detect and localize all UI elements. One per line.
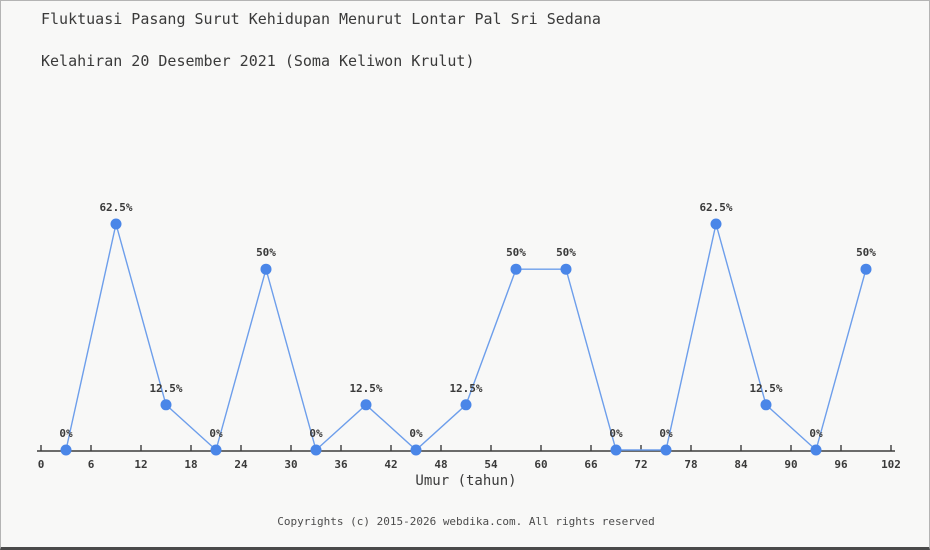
data-point <box>760 399 772 411</box>
data-point <box>160 399 172 411</box>
data-point <box>210 444 222 456</box>
x-axis-tick-label: 84 <box>734 458 748 471</box>
data-point <box>410 444 422 456</box>
data-point-label: 50% <box>256 246 276 259</box>
chart-title: Fluktuasi Pasang Surut Kehidupan Menurut… <box>41 9 601 72</box>
data-point-label: 50% <box>506 246 526 259</box>
x-axis-tick-label: 42 <box>384 458 397 471</box>
series-line <box>65 223 867 452</box>
x-axis-tick-label: 12 <box>134 458 147 471</box>
data-point-label: 50% <box>856 246 876 259</box>
x-axis-tick-label: 54 <box>484 458 498 471</box>
data-point <box>660 444 672 456</box>
data-point-label: 62.5% <box>99 201 132 214</box>
data-point <box>710 218 722 230</box>
data-point <box>110 218 122 230</box>
x-axis-tick-label: 72 <box>634 458 647 471</box>
data-point <box>60 444 72 456</box>
data-point <box>560 263 572 275</box>
x-axis-tick-label: 48 <box>434 458 447 471</box>
data-point-label: 0% <box>409 427 423 440</box>
x-axis-tick-label: 66 <box>584 458 598 471</box>
x-axis-tick-label: 24 <box>234 458 248 471</box>
data-point-label: 0% <box>209 427 223 440</box>
x-axis-tick-label: 78 <box>684 458 697 471</box>
x-axis-tick-label: 90 <box>784 458 797 471</box>
x-axis-tick-label: 0 <box>38 458 45 471</box>
data-point <box>360 399 372 411</box>
data-point <box>260 263 272 275</box>
data-point <box>310 444 322 456</box>
x-axis-tick-label: 96 <box>834 458 848 471</box>
x-axis-tick-label: 30 <box>284 458 297 471</box>
data-point <box>610 444 622 456</box>
data-point-label: 12.5% <box>449 382 482 395</box>
x-axis-tick-label: 18 <box>184 458 197 471</box>
data-point-label: 12.5% <box>349 382 382 395</box>
data-point-label: 0% <box>309 427 323 440</box>
data-point-label: 0% <box>659 427 673 440</box>
x-axis-tick-label: 60 <box>534 458 547 471</box>
x-axis-title: Umur (tahun) <box>415 473 517 489</box>
x-axis-tick-label: 102 <box>881 458 901 471</box>
data-point <box>860 263 872 275</box>
x-axis-tick-label: 36 <box>334 458 348 471</box>
data-point-label: 62.5% <box>699 201 732 214</box>
copyright-footer: Copyrights (c) 2015-2026 webdika.com. Al… <box>277 515 655 528</box>
chart-title-line1: Fluktuasi Pasang Surut Kehidupan Menurut… <box>41 10 601 28</box>
data-point-label: 0% <box>59 427 73 440</box>
data-point-label: 0% <box>809 427 823 440</box>
chart-title-line2: Kelahiran 20 Desember 2021 (Soma Keliwon… <box>41 52 475 70</box>
data-point-label: 12.5% <box>149 382 182 395</box>
data-point <box>510 263 522 275</box>
data-point <box>810 444 822 456</box>
x-axis-tick-label: 6 <box>88 458 95 471</box>
data-point-label: 0% <box>609 427 623 440</box>
data-point <box>460 399 472 411</box>
data-point-label: 50% <box>556 246 576 259</box>
data-point-label: 12.5% <box>749 382 782 395</box>
